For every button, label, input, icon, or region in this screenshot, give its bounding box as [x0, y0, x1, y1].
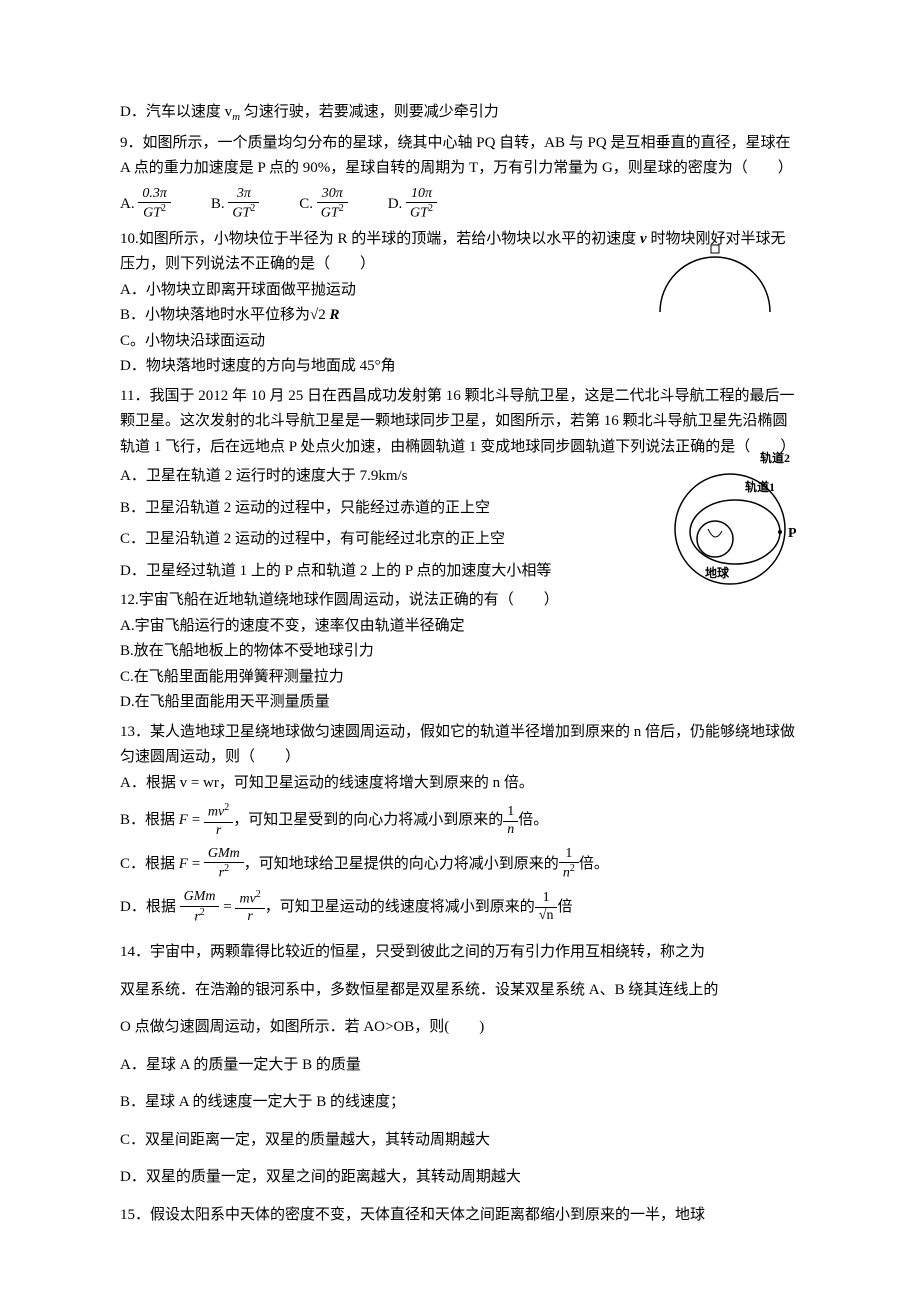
- q13-optD-pre: D．根据: [120, 899, 180, 915]
- q9-optB-label: B.: [211, 196, 225, 212]
- q13-optB-frac2: 1n: [503, 804, 518, 839]
- q13-optB-den2: n: [503, 822, 518, 839]
- q9-optB-den: GT: [232, 206, 250, 221]
- q9-optD: D. 10π GT2: [388, 186, 437, 223]
- q13-stem: 13．某人造地球卫星绕地球做匀速圆周运动，假如它的轨道半径增加到原来的 n 倍后…: [120, 720, 800, 771]
- q11: 11．我国于 2012 年 10 月 25 日在西昌成功发射第 16 颗北斗导航…: [120, 384, 800, 585]
- q13-optC-pre: C．根据: [120, 856, 179, 872]
- q11-figure-svg: 轨道2 轨道1 P 地球: [660, 449, 810, 589]
- q12-optD: D.在飞船里面能用天平测量质量: [120, 690, 800, 716]
- q13-optC-den2: n: [563, 866, 570, 881]
- q13-optD-den3: √n: [539, 908, 554, 923]
- q13-optB-mid: ，可知卫星受到的向心力将减小到原来的: [233, 813, 503, 829]
- q13-optA: A．根据 v = wr，可知卫星运动的线速度将增大到原来的 n 倍。: [120, 771, 800, 797]
- q14-optB: B．星球 A 的线速度一定大于 B 的线速度；: [120, 1090, 800, 1116]
- q9-optD-label: D.: [388, 196, 403, 212]
- q10-optB-post: R: [326, 307, 340, 323]
- q14-stem1: 14．宇宙中，两颗靠得比较近的恒星，只受到彼此之间的万有引力作用互相绕转，称之为: [120, 940, 800, 966]
- q9-optA-label: A.: [120, 196, 135, 212]
- q9-optA: A. 0.3π GT2: [120, 186, 171, 223]
- q9-optA-den: GT: [143, 206, 161, 221]
- q13-optC-frac2: 1n2: [559, 846, 579, 883]
- q8-optD: D．汽车以速度 vm 匀速行驶，若要减速，则要减少牵引力: [120, 100, 800, 127]
- q10-stem1: 10.如图所示，小物块位于半径为 R 的半球的顶端，若给小物块以水平的初速度: [120, 231, 640, 247]
- q10-optB-pre: B．小物块落地时水平位移为: [120, 307, 310, 323]
- q12-optC: C.在飞船里面能用弹簧秤测量拉力: [120, 665, 800, 691]
- q13-optB-F: F: [179, 813, 188, 829]
- q10-optC: C。小物块沿球面运动: [120, 329, 800, 355]
- q12: 12.宇宙飞船在近地轨道绕地球作圆周运动，说法正确的有（ ） A.宇宙飞船运行的…: [120, 588, 800, 716]
- q14-optC: C．双星间距离一定，双星的质量越大，其转动周期越大: [120, 1128, 800, 1154]
- q13-optD-post: 倍: [557, 899, 572, 915]
- q9-optC-frac: 30π GT2: [317, 186, 348, 223]
- q13-optB-den: r: [204, 823, 233, 840]
- q13-optC-frac: GMmr2: [204, 846, 244, 883]
- q9-optA-num: 0.3π: [142, 186, 167, 201]
- q9-optD-den: GT: [410, 206, 428, 221]
- q12-optA: A.宇宙飞船运行的速度不变，速率仅由轨道半径确定: [120, 614, 800, 640]
- q8-optD-cont: 匀速行驶，若要减速，则要减少牵引力: [240, 104, 499, 120]
- q9-optC: C. 30π GT2: [299, 186, 347, 223]
- q13-optB: B．根据 F = mv2r，可知卫星受到的向心力将减小到原来的1n倍。: [120, 802, 800, 839]
- q11-fig-labelP: P: [788, 526, 797, 541]
- q11-figure: 轨道2 轨道1 P 地球: [660, 449, 810, 599]
- q12-stem: 12.宇宙飞船在近地轨道绕地球作圆周运动，说法正确的有（ ）: [120, 588, 800, 614]
- q9: 9．如图所示，一个质量均匀分布的星球，绕其中心轴 PQ 自转，AB 与 PQ 是…: [120, 131, 800, 223]
- q13-optD-num3: 1: [535, 890, 558, 908]
- q10-figure-svg: [650, 227, 780, 317]
- q14-stem3: O 点做匀速圆周运动，如图所示．若 AO>OB，则( ): [120, 1015, 800, 1041]
- q13-optB-eq: =: [188, 813, 204, 829]
- q13-optB-num: mv: [208, 805, 224, 820]
- q10-optB-sqrt: √2: [310, 307, 326, 323]
- q10-figure: [650, 227, 780, 327]
- q13-optB-num2: 1: [503, 804, 518, 822]
- q12-optB: B.放在飞船地板上的物体不受地球引力: [120, 639, 800, 665]
- q9-optC-den: GT: [321, 206, 339, 221]
- q9-optD-frac: 10π GT2: [406, 186, 437, 223]
- q15-stem: 15．假设太阳系中天体的密度不变，天体直径和天体之间距离都缩小到原来的一半，地球: [120, 1203, 800, 1229]
- q8-optD-sub: m: [232, 111, 240, 123]
- q13-optC: C．根据 F = GMmr2，可知地球给卫星提供的向心力将减小到原来的1n2倍。: [120, 846, 800, 883]
- q13-optD-num1: GMm: [180, 889, 220, 907]
- q9-optB-frac: 3π GT2: [228, 186, 259, 223]
- q10: 10.如图所示，小物块位于半径为 R 的半球的顶端，若给小物块以水平的初速度 v…: [120, 227, 800, 380]
- q9-optB: B. 3π GT2: [211, 186, 259, 223]
- q13-optD-frac3: 1√n: [535, 890, 558, 925]
- q9-options: A. 0.3π GT2 B. 3π GT2 C. 30π GT2 D. 10π: [120, 186, 800, 223]
- q9-optB-num: 3π: [237, 186, 251, 201]
- q10-stem-v: v: [640, 231, 647, 247]
- q14: 14．宇宙中，两颗靠得比较近的恒星，只受到彼此之间的万有引力作用互相绕转，称之为…: [120, 940, 800, 1191]
- q13-optC-num: GMm: [204, 846, 244, 864]
- q11-fig-labelE: 地球: [705, 565, 730, 580]
- q13-optD-frac1: GMmr2: [180, 889, 220, 926]
- q13-optC-eq: =: [188, 856, 204, 872]
- q13-optD-frac2: mv2r: [235, 889, 264, 926]
- q11-fig-label1: 轨道2: [760, 450, 790, 465]
- q9-optA-frac: 0.3π GT2: [138, 186, 171, 223]
- q14-optD: D．双星的质量一定，双星之间的距离越大，其转动周期越大: [120, 1165, 800, 1191]
- q15: 15．假设太阳系中天体的密度不变，天体直径和天体之间距离都缩小到原来的一半，地球: [120, 1203, 800, 1229]
- q13-optC-mid: ，可知地球给卫星提供的向心力将减小到原来的: [244, 856, 559, 872]
- q13-optD-eq: =: [219, 899, 235, 915]
- q9-stem: 9．如图所示，一个质量均匀分布的星球，绕其中心轴 PQ 自转，AB 与 PQ 是…: [120, 131, 800, 182]
- q14-optA: A．星球 A 的质量一定大于 B 的质量: [120, 1053, 800, 1079]
- q13-optD-mid: ，可知卫星运动的线速度将减小到原来的: [265, 899, 535, 915]
- q13-optC-num2: 1: [559, 846, 579, 864]
- q13-optD-num2: mv: [239, 892, 255, 907]
- q13-optB-pre: B．根据: [120, 813, 179, 829]
- q14-stem2: 双星系统．在浩瀚的银河系中，多数恒星都是双星系统．设某双星系统 A、B 绕其连线…: [120, 978, 800, 1004]
- q9-optC-label: C.: [299, 196, 313, 212]
- q9-optC-num: 30π: [322, 186, 343, 201]
- q11-fig-label2: 轨道1: [745, 479, 775, 494]
- q13-optC-F: F: [179, 856, 188, 872]
- q13-optB-frac: mv2r: [204, 802, 233, 839]
- q13-optD: D．根据 GMmr2 = mv2r，可知卫星运动的线速度将减小到原来的1√n倍: [120, 889, 800, 926]
- q13: 13．某人造地球卫星绕地球做匀速圆周运动，假如它的轨道半径增加到原来的 n 倍后…: [120, 720, 800, 926]
- q13-optC-post: 倍。: [579, 856, 609, 872]
- q10-optD: D．物块落地时速度的方向与地面成 45°角: [120, 354, 800, 380]
- q13-optD-den2: r: [235, 909, 264, 926]
- q8-optD-pre: D．汽车以速度 v: [120, 104, 232, 120]
- q13-optB-post: 倍。: [518, 813, 548, 829]
- q9-optD-num: 10π: [411, 186, 432, 201]
